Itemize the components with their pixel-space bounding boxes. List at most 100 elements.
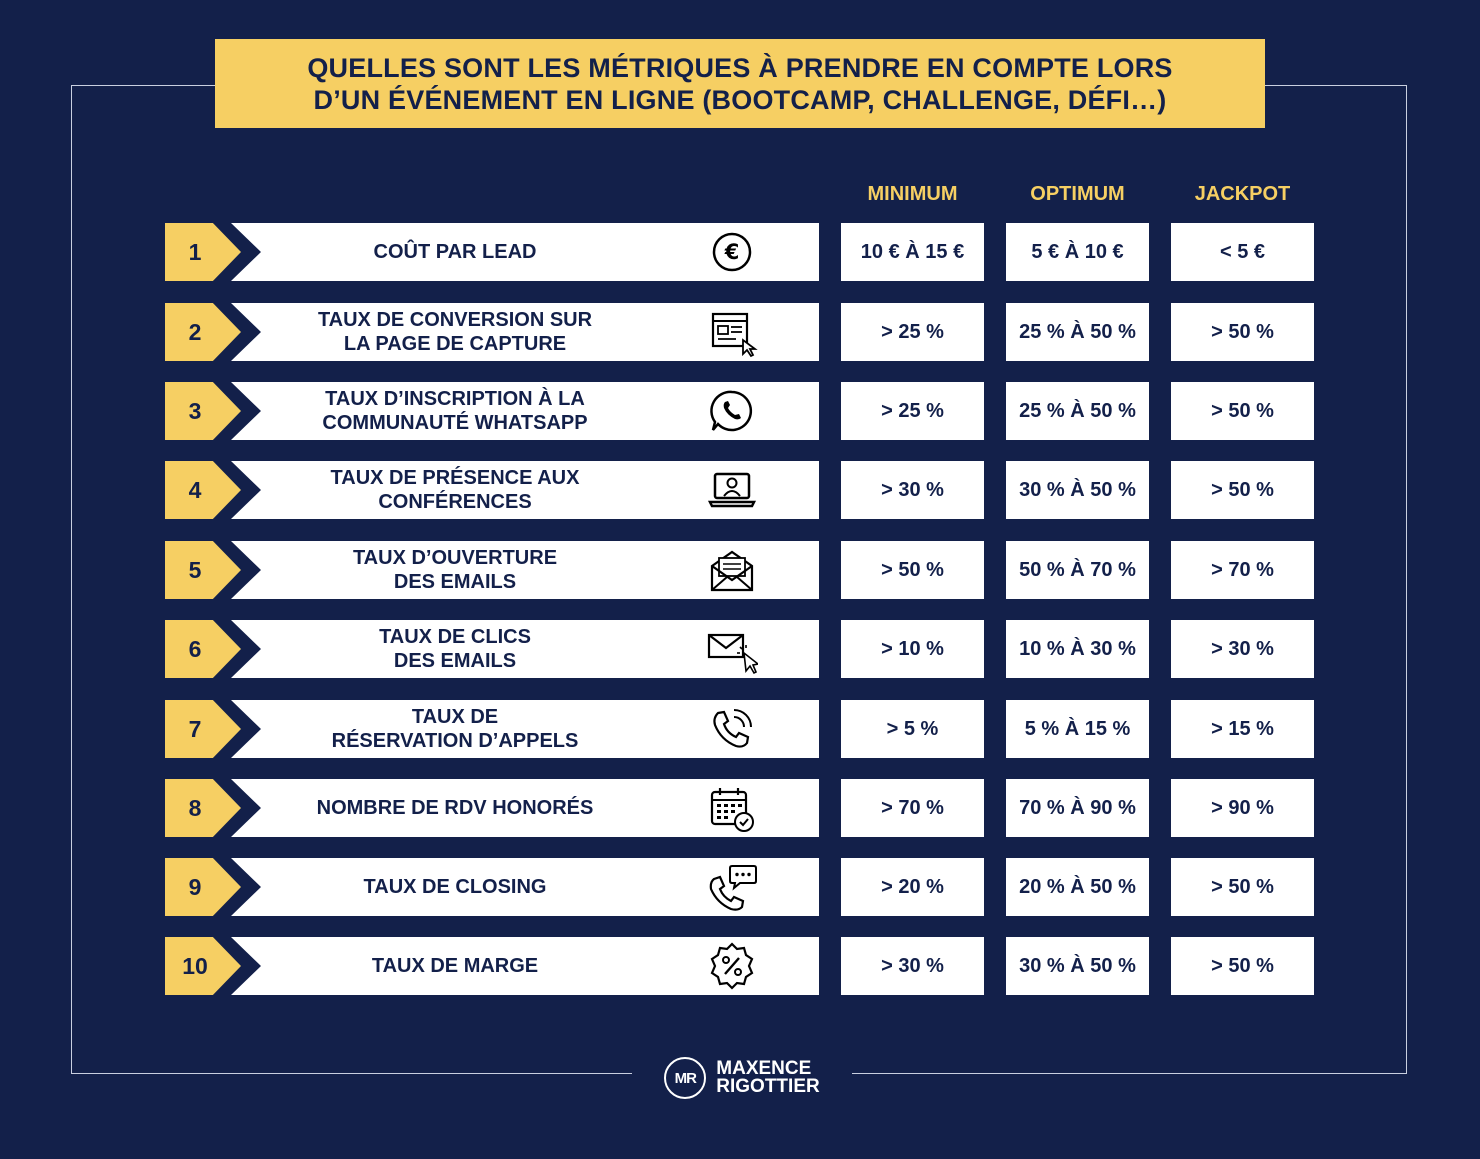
column-header-jackpot: JACKPOT [1194,183,1291,205]
minimum-value: 10 € À 15 € [841,223,984,281]
optimum-value: 25 % À 50 % [1006,303,1149,361]
metric-label-line-2: DES EMAILS [393,571,517,593]
metric-row: 6 TAUX DE CLICS DES EMAILS > 10 % 10 % À… [0,620,1480,678]
page-title: QUELLES SONT LES MÉTRIQUES À PRENDRE EN … [215,39,1265,128]
calendar-check-icon [700,782,764,834]
rank-number: 5 [188,556,202,583]
title-line-2: D’UN ÉVÉNEMENT EN LIGNE (BOOTCAMP, CHALL… [313,84,1167,115]
metric-label-line-1: TAUX DE CLICS [379,626,531,648]
metric-label: NOMBRE DE RDV HONORÉS [266,779,644,837]
rank-number: 2 [188,318,202,345]
laptop-user-icon [700,464,764,516]
optimum-value: 10 % À 30 % [1006,620,1149,678]
metric-label-line-1: COÛT PAR LEAD [373,241,537,263]
metric-row: 4 TAUX DE PRÉSENCE AUX CONFÉRENCES > 30 … [0,461,1480,519]
metric-label: TAUX DE CLOSING [266,858,644,916]
metric-label-line-1: NOMBRE DE RDV HONORÉS [316,797,594,819]
metric-row: 7 TAUX DE RÉSERVATION D’APPELS > 5 % 5 %… [0,700,1480,758]
rank-number: 1 [188,238,202,265]
phone-call-icon [700,703,764,755]
landing-page-icon [700,306,764,358]
rank-number: 6 [188,635,202,662]
metric-row: 8 NOMBRE DE RDV HONORÉS > 70 % 70 % À 90… [0,779,1480,837]
jackpot-value: < 5 € [1171,223,1314,281]
jackpot-value: > 50 % [1171,461,1314,519]
svg-text:€: € [724,240,740,264]
metric-label-line-2: COMMUNAUTÉ WHATSAPP [322,412,588,434]
metric-row: 3 TAUX D’INSCRIPTION À LA COMMUNAUTÉ WHA… [0,382,1480,440]
jackpot-value: > 50 % [1171,858,1314,916]
metric-label-line-1: TAUX D’INSCRIPTION À LA [325,388,585,410]
minimum-value: > 25 % [841,382,984,440]
column-header-minimum: MINIMUM [867,183,958,205]
minimum-value: > 30 % [841,937,984,995]
metric-label: TAUX D’INSCRIPTION À LA COMMUNAUTÉ WHATS… [266,382,644,440]
metric-label-line-2: LA PAGE DE CAPTURE [343,333,567,355]
metric-label-band [231,382,819,440]
metric-label-line-1: TAUX DE MARGE [371,955,539,977]
minimum-value: > 20 % [841,858,984,916]
percent-badge-icon [700,940,764,992]
metric-label: TAUX DE CLICS DES EMAILS [266,620,644,678]
optimum-value: 30 % À 50 % [1006,937,1149,995]
rank-number: 4 [188,476,202,503]
rank-number: 10 [182,952,208,979]
phone-chat-icon [700,861,764,913]
metric-label-line-2: RÉSERVATION D’APPELS [331,730,579,752]
metric-label-line-1: TAUX DE CLOSING [363,876,547,898]
minimum-value: > 30 % [841,461,984,519]
optimum-value: 50 % À 70 % [1006,541,1149,599]
optimum-value: 25 % À 50 % [1006,382,1149,440]
metric-label-line-2: DES EMAILS [393,650,517,672]
optimum-value: 5 € À 10 € [1006,223,1149,281]
jackpot-value: > 30 % [1171,620,1314,678]
metric-label-band [231,223,819,281]
metric-label-line-1: TAUX DE [411,706,499,728]
rank-number: 3 [188,397,202,424]
email-click-icon [700,623,764,675]
metric-label-band [231,303,819,361]
optimum-value: 5 % À 15 % [1006,700,1149,758]
minimum-value: > 50 % [841,541,984,599]
whatsapp-icon [700,385,764,437]
jackpot-value: > 90 % [1171,779,1314,837]
rank-number: 7 [188,715,202,742]
metric-label-band [231,700,819,758]
logo-mark: MR [664,1057,707,1099]
metric-label-line-1: TAUX DE PRÉSENCE AUX [330,467,580,489]
jackpot-value: > 50 % [1171,382,1314,440]
optimum-value: 70 % À 90 % [1006,779,1149,837]
metric-label: TAUX DE CONVERSION SUR LA PAGE DE CAPTUR… [266,303,644,361]
jackpot-value: > 50 % [1171,937,1314,995]
minimum-value: > 5 % [841,700,984,758]
euro-icon: € [700,226,764,278]
title-line-1: QUELLES SONT LES MÉTRIQUES À PRENDRE EN … [307,52,1173,83]
metric-label-band [231,620,819,678]
metric-label: TAUX DE MARGE [266,937,644,995]
metric-label: TAUX D’OUVERTURE DES EMAILS [266,541,644,599]
metric-label: COÛT PAR LEAD [266,223,644,281]
metric-label-line-1: TAUX DE CONVERSION SUR [317,309,593,331]
metric-row: 10 TAUX DE MARGE > 30 % 30 % À 50 % > 50… [0,937,1480,995]
optimum-value: 30 % À 50 % [1006,461,1149,519]
rank-number: 8 [188,794,202,821]
open-envelope-icon [700,544,764,596]
logo-line-2: RIGOTTIER [716,1076,820,1097]
metric-label: TAUX DE PRÉSENCE AUX CONFÉRENCES [266,461,644,519]
metric-label-line-1: TAUX D’OUVERTURE [352,547,558,569]
jackpot-value: > 15 % [1171,700,1314,758]
metric-row: 5 TAUX D’OUVERTURE DES EMAILS > 50 % 50 … [0,541,1480,599]
column-header-optimum: OPTIMUM [1030,183,1125,205]
optimum-value: 20 % À 50 % [1006,858,1149,916]
minimum-value: > 10 % [841,620,984,678]
jackpot-value: > 70 % [1171,541,1314,599]
rank-number: 9 [188,873,202,900]
minimum-value: > 70 % [841,779,984,837]
metric-row: 1 COÛT PAR LEAD € 10 € À 15 € 5 € À 10 €… [0,223,1480,281]
metric-label-line-2: CONFÉRENCES [378,491,532,513]
logo-line-1: MAXENCE [716,1058,812,1079]
metric-row: 9 TAUX DE CLOSING > 20 % 20 % À 50 % > 5… [0,858,1480,916]
metric-row: 2 TAUX DE CONVERSION SUR LA PAGE DE CAPT… [0,303,1480,361]
minimum-value: > 25 % [841,303,984,361]
brand-logo: MR MAXENCE RIGOTTIER [632,1050,852,1106]
